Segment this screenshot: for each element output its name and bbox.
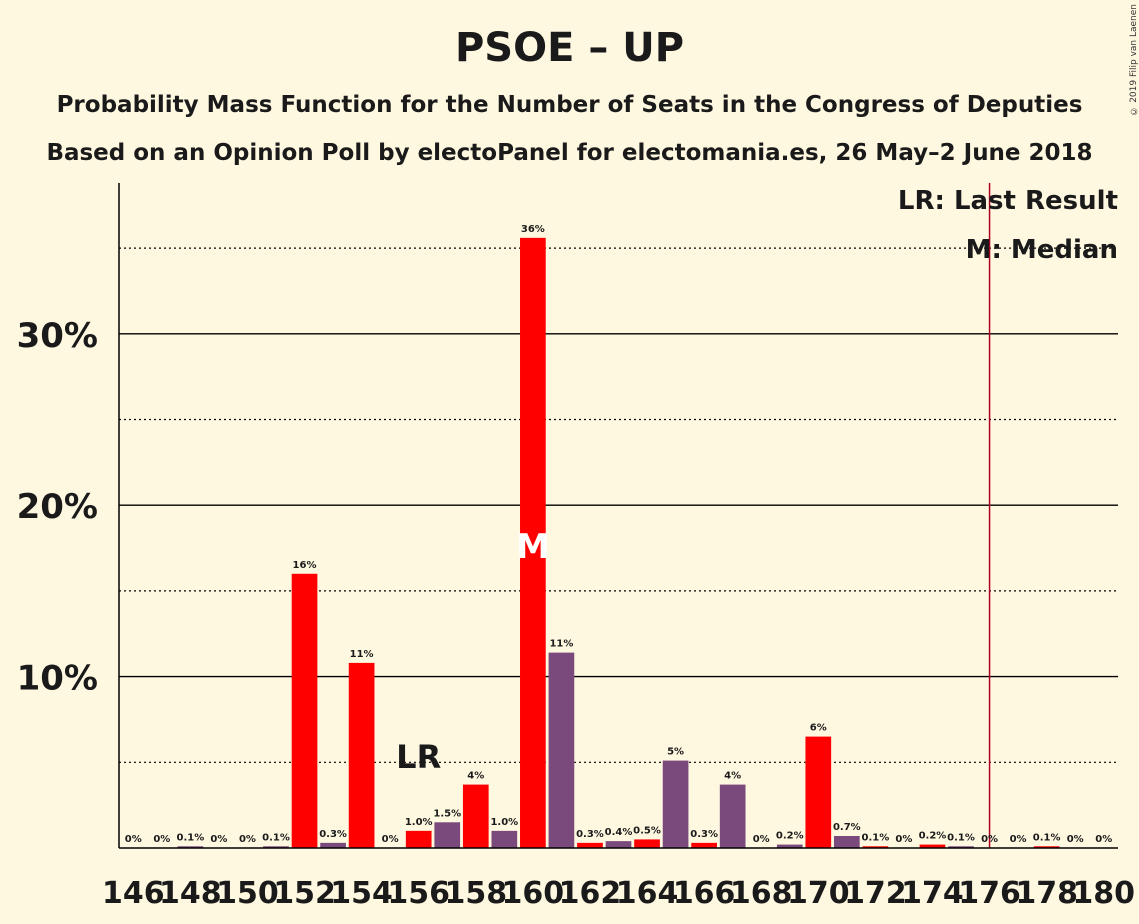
x-tick-label-176: 176 — [958, 876, 1021, 911]
bar-label-177: 0% — [1010, 834, 1027, 845]
bar-158 — [462, 784, 489, 848]
bar-label-164: 0.5% — [633, 825, 661, 836]
chart-subtitle-1: Probability Mass Function for the Number… — [56, 92, 1083, 118]
bar-171 — [833, 836, 860, 848]
bar-label-178: 0.1% — [1033, 832, 1061, 843]
bar-170 — [805, 736, 832, 848]
bar-161 — [548, 652, 575, 848]
bar-label-147: 0% — [153, 834, 170, 845]
bar-label-180: 0% — [1095, 834, 1112, 845]
bar-174 — [919, 844, 946, 848]
bar-175 — [948, 846, 974, 848]
bar-166 — [691, 842, 717, 848]
bar-label-151: 0.1% — [262, 832, 290, 843]
bar-163 — [605, 841, 632, 848]
bar-label-161: 11% — [549, 639, 573, 650]
bar-label-176: 0% — [981, 834, 998, 845]
bar-148 — [177, 846, 204, 848]
bar-label-158: 4% — [467, 771, 484, 782]
bar-153 — [320, 842, 346, 848]
x-tick-label-162: 162 — [559, 876, 622, 911]
x-tick-label-146: 146 — [102, 876, 165, 911]
bar-label-173: 0% — [895, 834, 912, 845]
bar-159 — [491, 830, 518, 848]
bar-165 — [662, 760, 689, 848]
x-tick-label-174: 174 — [901, 876, 964, 911]
bar-162 — [577, 842, 603, 848]
x-tick-label-168: 168 — [730, 876, 793, 911]
bars-group — [177, 237, 1060, 849]
bar-label-168: 0% — [753, 834, 770, 845]
bar-label-169: 0.2% — [776, 831, 804, 842]
bar-label-150: 0% — [239, 834, 256, 845]
bar-label-179: 0% — [1067, 834, 1084, 845]
bar-154 — [348, 662, 375, 848]
y-tick-label-10: 10% — [17, 659, 98, 699]
bar-label-163: 0.4% — [605, 827, 633, 838]
bar-label-146: 0% — [125, 834, 142, 845]
x-tick-label-154: 154 — [330, 876, 393, 911]
bar-label-156: 1.0% — [405, 817, 433, 828]
x-tick-label-170: 170 — [787, 876, 850, 911]
bar-label-166: 0.3% — [690, 829, 718, 840]
x-tick-label-178: 178 — [1015, 876, 1078, 911]
legend-last-result: LR: Last Result — [898, 186, 1118, 216]
bar-160 — [520, 237, 546, 849]
x-tick-label-150: 150 — [216, 876, 279, 911]
bar-label-165: 5% — [667, 747, 684, 758]
bar-156 — [405, 830, 432, 848]
x-tick-label-166: 166 — [673, 876, 736, 911]
grid-lines — [119, 247, 1118, 763]
median-marker: M — [516, 527, 550, 567]
bar-label-167: 4% — [724, 771, 741, 782]
chart-subtitle-2: Based on an Opinion Poll by electoPanel … — [46, 140, 1093, 166]
labels-group: 0% 0% 0.1% 0% 0% 0.1%16%0.3%11%0%1.0%1.5%4%1.… — [125, 186, 1118, 845]
axes-group: 10%20%30%1461481501521541561581601621641… — [17, 183, 1135, 911]
bar-164 — [634, 839, 660, 848]
x-tick-label-172: 172 — [844, 876, 907, 911]
x-tick-label-152: 152 — [273, 876, 336, 911]
bar-label-170: 6% — [810, 723, 827, 734]
x-tick-label-156: 156 — [387, 876, 450, 911]
last-result-marker: LR — [396, 738, 441, 776]
bar-label-153: 0.3% — [319, 829, 347, 840]
y-tick-label-30: 30% — [17, 316, 98, 356]
bar-label-159: 1.0% — [490, 817, 518, 828]
chart-title: PSOE – UP — [454, 25, 685, 71]
bar-172 — [862, 846, 889, 848]
bar-label-152: 16% — [293, 560, 317, 571]
bar-label-157: 1.5% — [433, 808, 461, 819]
x-tick-label-158: 158 — [444, 876, 507, 911]
bar-151 — [263, 846, 289, 848]
x-tick-label-148: 148 — [159, 876, 222, 911]
bar-label-172: 0.1% — [862, 832, 890, 843]
bar-167 — [719, 784, 746, 848]
bar-169 — [776, 844, 803, 848]
bar-label-174: 0.2% — [919, 831, 947, 842]
bar-label-149: 0% — [210, 834, 227, 845]
bar-178 — [1033, 846, 1060, 848]
x-tick-label-164: 164 — [616, 876, 679, 911]
bar-label-162: 0.3% — [576, 829, 604, 840]
bar-157 — [434, 822, 461, 848]
y-tick-label-20: 20% — [17, 487, 98, 527]
x-tick-label-180: 180 — [1072, 876, 1135, 911]
bar-label-175: 0.1% — [947, 832, 975, 843]
bar-label-160: 36% — [521, 224, 545, 235]
bar-label-171: 0.7% — [833, 822, 861, 833]
bar-label-148: 0.1% — [176, 832, 204, 843]
bar-label-154: 11% — [350, 649, 374, 660]
bar-152 — [291, 573, 318, 848]
legend-median: M: Median — [966, 235, 1118, 265]
bar-label-155: 0% — [382, 834, 399, 845]
x-tick-label-160: 160 — [502, 876, 565, 911]
